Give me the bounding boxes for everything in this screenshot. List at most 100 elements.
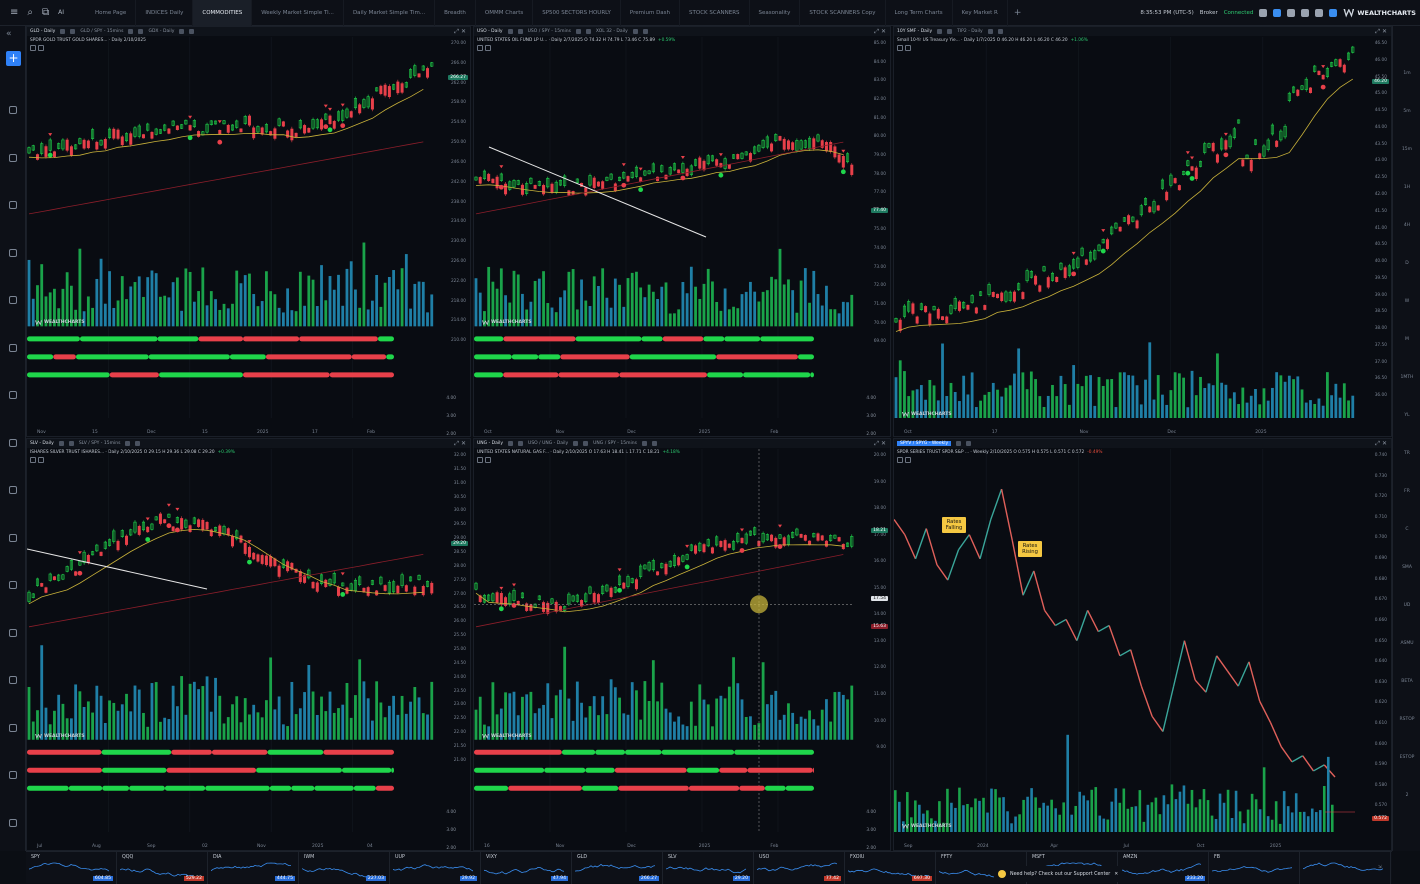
- time-axis[interactable]: Oct Nov Dec 2025 Feb: [474, 427, 854, 436]
- add-tab-button[interactable]: +: [1013, 7, 1022, 18]
- chart-panel-5[interactable]: SPYV / SPYG - Weekly ⤢ ✕ SPDR SERIES TRUST…: [893, 438, 1392, 851]
- compare-symbol[interactable]: USO / SPY - 15mins: [527, 29, 571, 34]
- tab-11[interactable]: STOCK SCANNERS Copy: [800, 0, 886, 26]
- close-icon[interactable]: [651, 441, 657, 446]
- tab-6[interactable]: OMMM Charts: [476, 0, 534, 26]
- maximize-icon[interactable]: ⤢ ✕: [454, 28, 466, 35]
- eraser-icon[interactable]: [9, 343, 17, 352]
- compare-symbol[interactable]: UNG / SPY - 15mins: [593, 441, 637, 446]
- tab-9[interactable]: STOCK SCANNERS: [680, 0, 750, 26]
- watchlist-symbol[interactable]: QQQ: [122, 855, 134, 860]
- price-chart[interactable]: [894, 37, 1355, 428]
- tab-12[interactable]: Long Term Charts: [886, 0, 953, 26]
- symbol-title[interactable]: SLV - Daily: [30, 441, 54, 446]
- add-indicator-icon[interactable]: [38, 457, 44, 463]
- time-axis[interactable]: 16 Nov Dec 2025 Feb: [474, 841, 854, 850]
- settings-icon[interactable]: [58, 441, 64, 446]
- add-chart-button[interactable]: +: [6, 51, 21, 66]
- gear-icon[interactable]: [1301, 9, 1310, 17]
- compare-symbol[interactable]: GLD / SPY - 15mins: [80, 29, 124, 34]
- watchlist-item[interactable]: FXOIU 697.30: [845, 852, 936, 884]
- annotation-note[interactable]: Rates Falling: [942, 517, 966, 534]
- price-chart[interactable]: [474, 449, 854, 842]
- search-icon[interactable]: ⌕: [27, 7, 33, 18]
- price-chart[interactable]: [27, 37, 434, 428]
- close-icon[interactable]: [518, 441, 524, 446]
- chart-panel-3[interactable]: SLV - Daily SLV / SPY - 15mins ⤢ ✕ ISHARES …: [26, 438, 471, 851]
- watchlist-symbol[interactable]: UUP: [395, 855, 405, 860]
- watchlist-item[interactable]: UUP 29.92: [390, 852, 481, 884]
- right-tool-7[interactable]: M: [1405, 337, 1409, 342]
- right-tool-13[interactable]: SMA: [1402, 565, 1412, 570]
- annotation-note[interactable]: Rates Rising: [1018, 541, 1042, 558]
- watchlist-symbol[interactable]: MSFT: [1032, 855, 1045, 860]
- chart-panel-1[interactable]: USO - Daily USO / SPY - 15mins XOL 32 - Da…: [473, 26, 891, 437]
- watchlist-symbol[interactable]: USO: [759, 855, 770, 860]
- shapes-icon[interactable]: [9, 581, 17, 589]
- right-tool-0[interactable]: 1m: [1403, 71, 1411, 76]
- right-tool-11[interactable]: FR: [1404, 489, 1410, 494]
- settings-icon[interactable]: [179, 29, 185, 34]
- visibility-icon[interactable]: [897, 457, 903, 463]
- compare-symbol[interactable]: XOL 32 - Daily: [595, 29, 628, 34]
- tab-5[interactable]: Breadth: [435, 0, 476, 26]
- broker-label[interactable]: Broker: [1199, 10, 1218, 16]
- watchlist-symbol[interactable]: FXOIU: [850, 855, 865, 860]
- compare-symbol[interactable]: SLV / SPY - 15mins: [78, 441, 121, 446]
- chart-icon[interactable]: [9, 676, 17, 684]
- settings-icon[interactable]: [632, 29, 638, 34]
- watchlist-item[interactable]: DIA 444.75: [208, 852, 299, 884]
- notification-icon[interactable]: [1259, 9, 1268, 17]
- close-icon[interactable]: [517, 29, 523, 34]
- right-tool-4[interactable]: 4H: [1403, 223, 1411, 228]
- right-tool-8[interactable]: 1MTH: [1400, 375, 1414, 380]
- right-tool-5[interactable]: D: [1405, 261, 1409, 266]
- close-icon[interactable]: [189, 29, 195, 34]
- watchlist-item[interactable]: VIXY 47.94: [481, 852, 572, 884]
- price-axis[interactable]: 20.00 19.00 18.00 17.00 16.00 15.00 14.00 13.00…: [854, 449, 890, 842]
- close-icon[interactable]: [947, 29, 953, 34]
- time-axis[interactable]: Oct 17 Nov Dec 2025: [894, 427, 1355, 436]
- settings-icon[interactable]: [641, 441, 647, 446]
- right-tool-9[interactable]: YL: [1404, 413, 1410, 418]
- right-tool-12[interactable]: C: [1405, 527, 1409, 532]
- right-tool-15[interactable]: ASMU: [1400, 641, 1414, 646]
- price-axis[interactable]: 32.00 31.50 31.00 30.50 30.00 29.50 29.00 28.50…: [434, 449, 470, 842]
- watchlist-symbol[interactable]: IWM: [304, 855, 315, 860]
- price-chart[interactable]: [27, 449, 434, 842]
- watchlist-item[interactable]: GLD 266.27: [572, 852, 663, 884]
- save-icon[interactable]: [1273, 9, 1282, 17]
- add-indicator-icon[interactable]: [485, 45, 491, 51]
- watchlist-item[interactable]: USO 77.42: [754, 852, 845, 884]
- visibility-icon[interactable]: [477, 457, 483, 463]
- price-axis[interactable]: 85.00 84.00 83.00 82.00 81.00 80.00 79.00 78.00…: [854, 37, 890, 428]
- maximize-icon[interactable]: ⤢ ✕: [874, 28, 886, 35]
- symbol-title[interactable]: SPYV / SPYG - Weekly: [897, 441, 952, 446]
- tab-1[interactable]: INDICES Daily: [136, 0, 194, 26]
- watchlist-symbol[interactable]: SPY: [31, 855, 40, 860]
- account-icon[interactable]: [1329, 9, 1338, 17]
- right-tool-6[interactable]: W: [1404, 299, 1410, 304]
- watchlist-symbol[interactable]: VIXY: [486, 855, 497, 860]
- compare-symbol[interactable]: GDX - Daily: [148, 29, 175, 34]
- settings-icon[interactable]: [9, 818, 17, 827]
- right-tool-19[interactable]: 2: [1405, 793, 1409, 798]
- watchlist-symbol[interactable]: GLD: [577, 855, 588, 860]
- right-tool-17[interactable]: RSTOP: [1399, 717, 1415, 722]
- pencil-icon[interactable]: [9, 438, 17, 447]
- right-tool-3[interactable]: 1H: [1403, 185, 1411, 190]
- maximize-icon[interactable]: ⤢ ✕: [1375, 440, 1387, 447]
- close-icon[interactable]: [135, 441, 141, 446]
- watchlist-symbol[interactable]: DIA: [213, 855, 222, 860]
- watchlist-item[interactable]: AMZN 233.20: [1118, 852, 1209, 884]
- right-tool-14[interactable]: UD: [1403, 603, 1411, 608]
- maximize-icon[interactable]: ⤢ ✕: [454, 440, 466, 447]
- time-axis[interactable]: Nov 15 Dec 15 2025 17 Feb: [27, 427, 434, 436]
- close-icon[interactable]: [585, 29, 591, 34]
- symbol-title[interactable]: UNG - Daily: [477, 441, 504, 446]
- watchlist-symbol[interactable]: FFTY: [941, 855, 953, 860]
- right-tool-1[interactable]: 5m: [1403, 109, 1411, 114]
- chart-panel-4[interactable]: UNG - Daily USO / UNG - Daily UNG / SPY - …: [473, 438, 891, 851]
- tab-2[interactable]: COMMODITIES: [193, 0, 253, 26]
- tab-10[interactable]: Seasonality: [750, 0, 801, 26]
